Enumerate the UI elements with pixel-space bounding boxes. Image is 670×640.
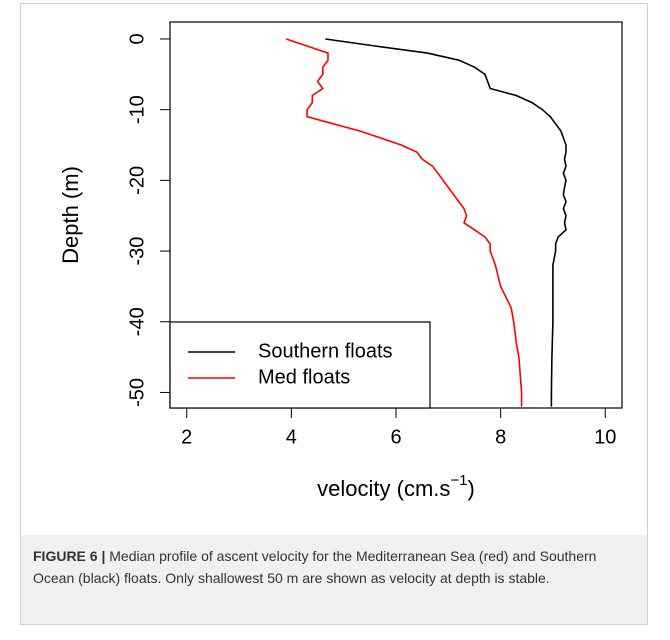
- figure-frame: [20, 3, 648, 625]
- x-tick-label: 4: [286, 426, 297, 448]
- x-tick-label: 2: [181, 426, 192, 448]
- y-tick-label: -30: [126, 237, 148, 266]
- legend-label: Med floats: [258, 366, 350, 388]
- caption-text: Median profile of ascent velocity for th…: [33, 548, 597, 586]
- x-axis-label: velocity (cm.s−1): [317, 472, 475, 501]
- caption-label: FIGURE 6 |: [33, 548, 106, 564]
- y-tick-label: 0: [126, 33, 148, 44]
- x-tick-label: 8: [495, 426, 506, 448]
- x-axis-label-sup: −1: [450, 472, 467, 489]
- legend-label: Southern floats: [258, 340, 393, 362]
- y-tick-label: -20: [126, 166, 148, 195]
- x-axis-label-end: ): [468, 476, 475, 501]
- y-axis-label: Depth (m): [58, 166, 83, 264]
- chart: Depth (m) velocity (cm.s−1) 2 4 6 8 10 0 -10 -2…: [58, 21, 623, 501]
- y-tick-label: -40: [126, 307, 148, 336]
- x-tick-label: 10: [594, 426, 616, 448]
- y-tick-label: -50: [126, 378, 148, 407]
- x-axis-label-text: velocity (cm.s: [317, 476, 450, 501]
- series-line: [285, 38, 523, 407]
- y-tick-label: -10: [126, 95, 148, 124]
- series-line: [325, 38, 567, 407]
- legend-box: [169, 321, 431, 409]
- x-tick-label: 6: [390, 426, 401, 448]
- caption: FIGURE 6 | Median profile of ascent velo…: [21, 535, 647, 624]
